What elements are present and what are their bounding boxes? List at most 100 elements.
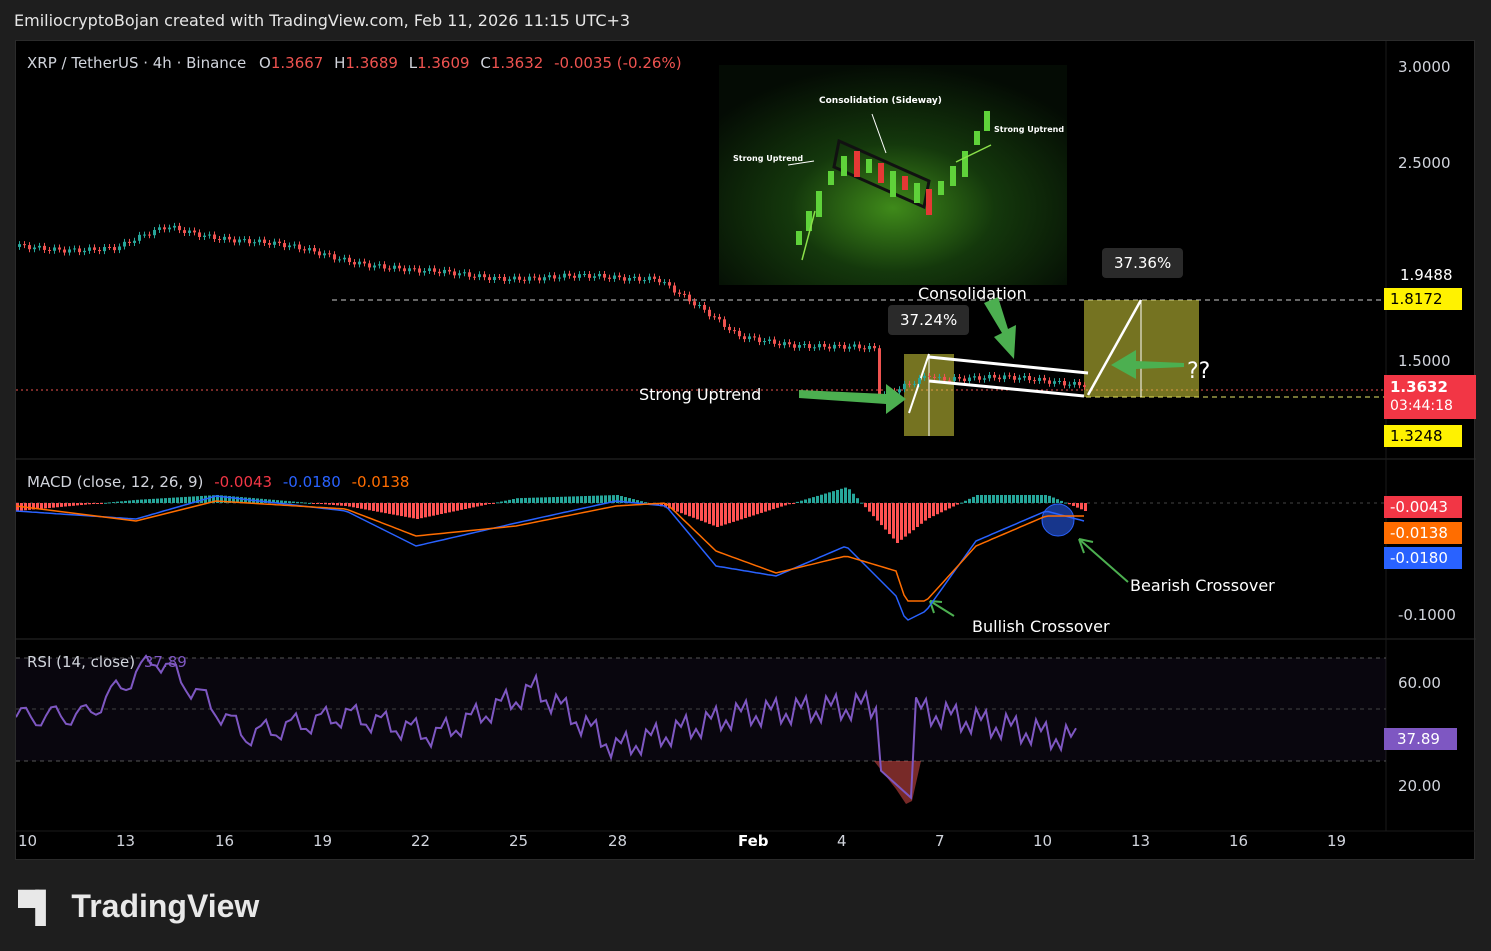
macd-histogram-bar: [352, 503, 355, 508]
macd-histogram-bar: [1060, 500, 1063, 503]
macd-histogram-bar: [940, 503, 943, 513]
macd-histogram-bar: [1084, 503, 1087, 511]
macd-histogram-bar: [576, 496, 579, 503]
macd-histogram-bar: [692, 503, 695, 518]
macd-histogram-bar: [612, 495, 615, 503]
macd-histogram-bar: [344, 503, 347, 507]
macd-histogram-bar: [76, 503, 79, 506]
macd-histogram-bar: [104, 502, 107, 504]
macd-histogram-bar: [688, 503, 691, 517]
rsi-legend[interactable]: RSI (14, close) 37.89: [27, 653, 187, 671]
macd-histogram-bar: [664, 503, 667, 508]
macd-histogram-bar: [872, 503, 875, 517]
macd-histogram-bar: [440, 503, 443, 515]
time-tick: 28: [608, 832, 628, 850]
macd-histogram-bar: [376, 503, 379, 512]
macd-histogram-bar: [220, 495, 223, 503]
time-tick: 10: [18, 832, 38, 850]
bullish-crossover-label[interactable]: Bullish Crossover: [972, 617, 1110, 636]
macd-histogram-bar: [460, 503, 463, 510]
time-tick: 4: [837, 832, 847, 850]
macd-histogram-bar: [28, 503, 31, 510]
macd-histogram-bar: [724, 503, 727, 525]
macd-histogram-bar: [212, 495, 215, 503]
macd-histogram-bar: [136, 499, 139, 503]
macd-histogram-bar: [768, 503, 771, 511]
bearish-crossover-label[interactable]: Bearish Crossover: [1130, 576, 1275, 595]
time-tick: 19: [313, 832, 333, 850]
macd-histogram-bar: [908, 503, 911, 534]
macd-histogram-bar: [580, 496, 583, 503]
question-label[interactable]: ??: [1187, 359, 1211, 384]
annotation-arrows: [799, 297, 1184, 414]
rsi-tag: 37.89: [1384, 728, 1457, 750]
inset-consolidation-label: Consolidation (Sideway): [819, 96, 942, 106]
macd-histogram-bar: [444, 503, 447, 514]
rsi-title[interactable]: RSI (14, close): [27, 653, 136, 671]
close-label: C: [480, 54, 491, 72]
chart-frame[interactable]: XRP / TetherUS · 4h · Binance O1.3667 H1…: [15, 40, 1476, 861]
crossover-highlight: [1041, 503, 1075, 537]
tradingview-logo-icon: ▀▌: [18, 891, 56, 924]
macd-histogram-bar: [860, 502, 863, 504]
macd-histogram-bar: [572, 496, 575, 503]
macd-title[interactable]: MACD (close, 12, 26, 9): [27, 473, 204, 491]
macd-histogram-bar: [44, 503, 47, 509]
tradingview-logo[interactable]: ▀▌ TradingView: [18, 888, 259, 925]
macd-histogram-bar: [324, 503, 327, 505]
inset-candle: [926, 189, 932, 215]
time-tick: 13: [1131, 832, 1151, 850]
macd-histogram-bar: [1056, 499, 1059, 503]
inset-illustration: [719, 65, 1067, 285]
macd-histogram-bar: [328, 503, 331, 505]
macd-histogram-bar: [1032, 495, 1035, 503]
time-tick: 7: [935, 832, 945, 850]
macd-histogram-bar: [308, 502, 311, 504]
macd-histogram-bar: [880, 503, 883, 526]
macd-histogram-bar: [944, 503, 947, 511]
macd-histogram-bar: [268, 499, 271, 503]
symbol-legend[interactable]: XRP / TetherUS · 4h · Binance O1.3667 H1…: [27, 54, 682, 72]
macd-histogram-bar: [528, 497, 531, 503]
macd-histogram-bar: [920, 503, 923, 524]
macd-histogram-bar: [372, 503, 375, 511]
macd-histogram-bar: [912, 503, 915, 531]
pct-box-right[interactable]: 37.36%: [1102, 248, 1184, 278]
macd-histogram-bar: [924, 503, 927, 521]
macd-histogram-bar: [600, 495, 603, 503]
consolidation-label[interactable]: Consolidation: [918, 284, 1027, 303]
chart-canvas[interactable]: [16, 41, 1476, 861]
macd-histogram-bar: [628, 498, 631, 503]
macd-histogram-bar: [964, 500, 967, 503]
strong-uptrend-label[interactable]: Strong Uptrend: [639, 385, 762, 404]
macd-histogram-bar: [448, 503, 451, 513]
macd-histogram-bar: [808, 498, 811, 503]
channel-bottom[interactable]: [928, 379, 1085, 398]
macd-histogram-bar: [596, 495, 599, 503]
macd-legend[interactable]: MACD (close, 12, 26, 9) -0.0043 -0.0180 …: [27, 473, 409, 491]
macd-histogram-bar: [180, 497, 183, 503]
macd-histogram-bar: [904, 503, 907, 537]
pct-box-left[interactable]: 37.24%: [888, 305, 970, 335]
macd-histogram-bar: [496, 502, 499, 504]
channel-top[interactable]: [928, 355, 1089, 375]
symbol-title[interactable]: XRP / TetherUS · 4h · Binance: [27, 54, 247, 72]
macd-histogram-bar: [712, 503, 715, 526]
macd-histogram-bar: [232, 496, 235, 503]
macd-histogram-bar: [1040, 495, 1043, 503]
macd-histogram-bar: [1028, 495, 1031, 503]
macd-histogram-bar: [532, 497, 535, 503]
low-value: 1.3609: [417, 54, 470, 72]
macd-histogram-bar: [796, 501, 799, 503]
macd-histogram-bar: [296, 501, 299, 503]
macd-histogram-bar: [144, 499, 147, 503]
macd-tag-hist: -0.0043: [1384, 496, 1462, 518]
macd-histogram-bar: [888, 503, 891, 535]
macd-histogram-bar: [728, 503, 731, 524]
time-tick: 16: [1229, 832, 1249, 850]
price-candles: [18, 222, 1086, 403]
macd-histogram-bar: [416, 503, 419, 519]
macd-histogram-bar: [396, 503, 399, 516]
time-tick: Feb: [738, 832, 769, 850]
macd-histogram-bar: [812, 497, 815, 503]
